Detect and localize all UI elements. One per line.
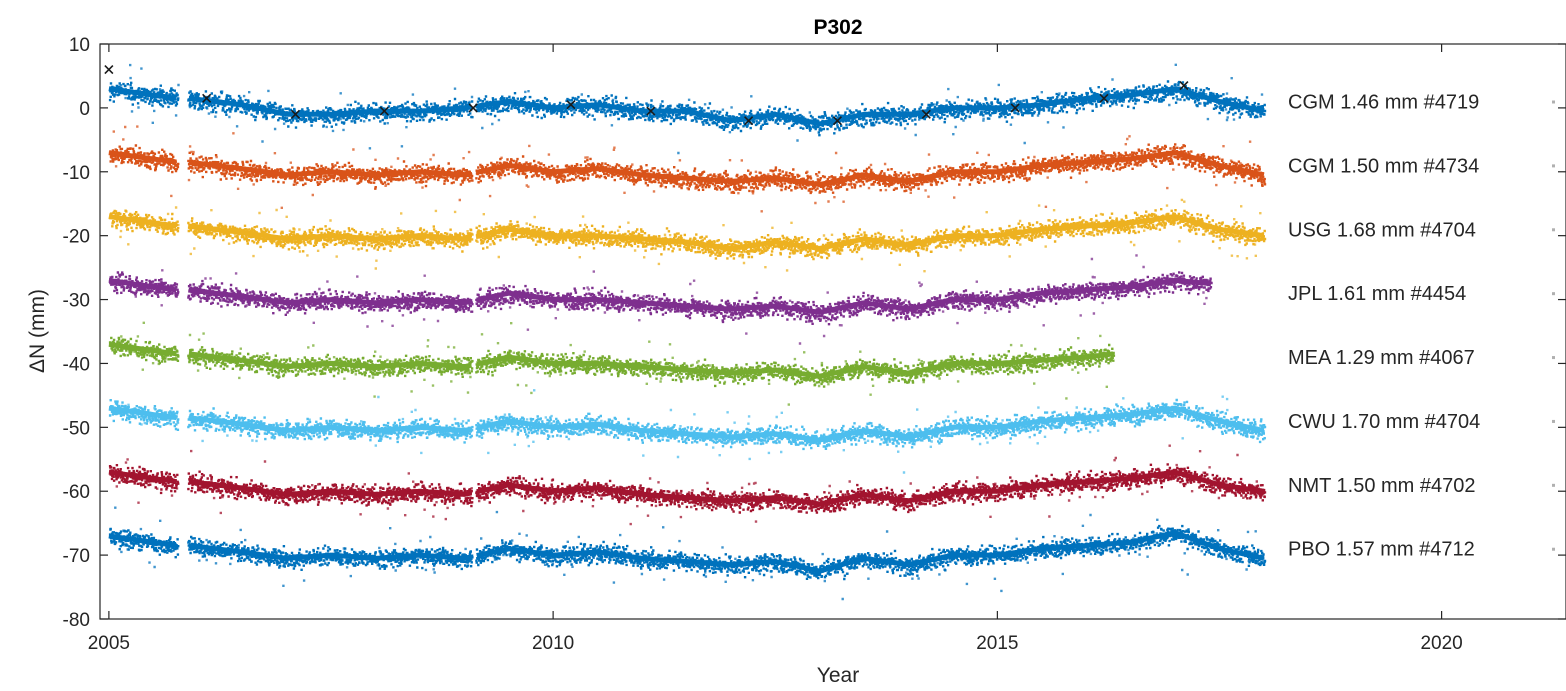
event-marker: [1179, 80, 1189, 91]
chart-title: P302: [813, 16, 862, 39]
x-tick-label: 2020: [1420, 633, 1462, 654]
x-axis-title: Year: [817, 664, 859, 687]
series-points: [108, 271, 1213, 326]
series-trend: [108, 277, 1212, 315]
series-7: [108, 506, 1267, 601]
y-tick-label: -80: [63, 610, 90, 631]
series-0: [108, 63, 1267, 155]
series-trend: [108, 405, 1265, 443]
event-marker: [921, 109, 931, 119]
label-layer: CGM 1.46 mm #4719 CGM 1.50 mm #4734 USG 1.…: [1288, 92, 1555, 561]
series-trend: [108, 214, 1265, 251]
label-dot: [1552, 419, 1555, 423]
series-label: JPL 1.61 mm #4454: [1288, 283, 1466, 305]
y-tick-label: -70: [63, 546, 90, 567]
label-dot: [1552, 228, 1555, 232]
series-points: [108, 524, 1267, 581]
series-points: [108, 463, 1267, 514]
series-label: NMT 1.50 mm #4702: [1288, 475, 1476, 497]
x-tick-label: 2010: [532, 633, 574, 654]
event-marker: [1010, 103, 1020, 113]
label-dot: [1552, 292, 1555, 296]
series-outliers: [134, 254, 1208, 345]
x-tick-label: 2005: [88, 633, 130, 654]
series-trend: [108, 86, 1265, 127]
label-dot: [1552, 356, 1555, 360]
event-marker: [646, 106, 656, 116]
x-tick-label: 2015: [976, 633, 1018, 654]
event-marker: [566, 100, 576, 110]
event-marker: [202, 93, 212, 103]
series-label: CGM 1.46 mm #4719: [1288, 92, 1479, 114]
series-layer: [108, 63, 1267, 601]
series-6: [108, 444, 1267, 526]
series-label: MEA 1.29 mm #4067: [1288, 347, 1475, 369]
y-axis: 10 0 -10 -20 -30 -40 -50 -60 -70 -80: [63, 35, 1566, 631]
y-tick-label: -50: [63, 418, 90, 439]
series-points: [108, 80, 1267, 137]
y-tick-label: 10: [69, 35, 90, 56]
series-trend: [108, 469, 1265, 507]
x-axis: 2005 2010 2015 2020: [88, 44, 1463, 654]
y-tick-label: -20: [63, 227, 90, 248]
y-axis-title: ΔN (mm): [26, 289, 49, 373]
y-tick-label: -10: [63, 163, 90, 184]
plot-area-frame: [99, 43, 1566, 620]
series-outliers: [112, 125, 1252, 213]
y-tick-label: -40: [63, 354, 90, 375]
label-dot: [1552, 547, 1555, 551]
event-marker: [468, 103, 478, 113]
series-2: [108, 198, 1267, 273]
y-tick-label: 0: [79, 99, 90, 120]
series-5: [108, 389, 1267, 474]
marker-layer: [104, 64, 1189, 126]
event-marker: [832, 116, 843, 126]
series-points: [108, 143, 1267, 195]
label-dot: [1552, 100, 1555, 104]
y-tick-label: -30: [63, 291, 90, 312]
series-3: [108, 254, 1213, 345]
series-trend: [108, 150, 1265, 188]
series-label: USG 1.68 mm #4704: [1288, 219, 1476, 241]
series-1: [108, 125, 1267, 213]
y-tick-label: -60: [63, 482, 90, 503]
series-points: [108, 398, 1267, 451]
label-dot: [1552, 483, 1555, 487]
label-dot: [1552, 164, 1555, 168]
series-label: CGM 1.50 mm #4734: [1288, 155, 1479, 177]
event-marker: [290, 109, 301, 119]
series-4: [108, 321, 1116, 406]
series-trend: [108, 530, 1265, 574]
series-label: PBO 1.57 mm #4712: [1288, 539, 1475, 561]
event-marker: [379, 106, 389, 116]
event-marker: [104, 64, 114, 75]
event-marker: [744, 116, 754, 126]
event-marker: [1099, 93, 1109, 103]
series-label: CWU 1.70 mm #4704: [1288, 411, 1480, 433]
series-trend: [108, 341, 1114, 379]
